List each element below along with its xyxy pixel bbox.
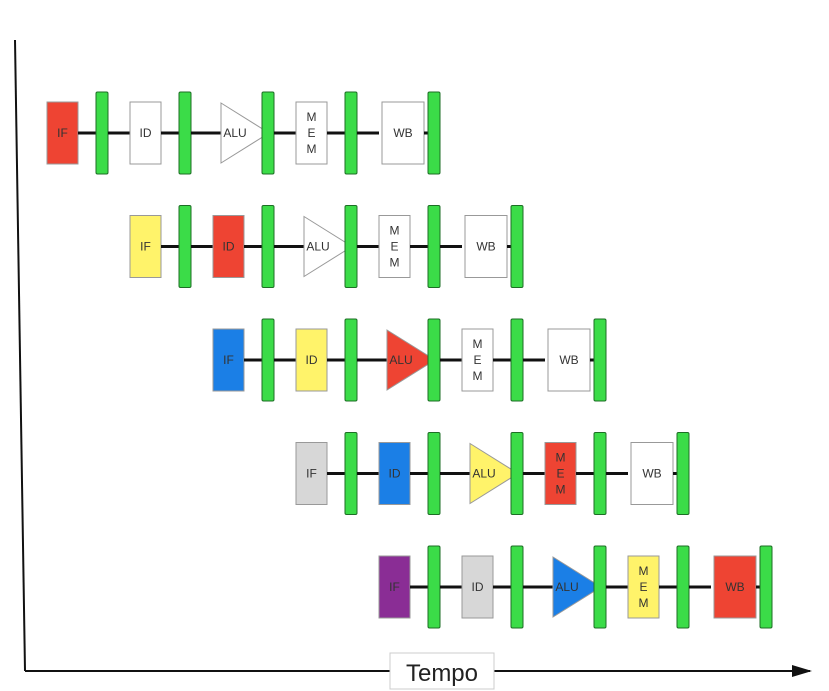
instruction-2-id-label: ID bbox=[223, 240, 235, 254]
instruction-4-pipeline-register bbox=[427, 432, 441, 515]
axes: Tempo bbox=[14, 39, 812, 690]
instruction-1-wb-label: WB bbox=[393, 126, 412, 140]
instruction-4-pipeline-register bbox=[593, 432, 607, 515]
instruction-2-mem-box bbox=[378, 215, 411, 278]
instruction-3-pipeline-register bbox=[344, 318, 358, 402]
instruction-1-pipeline-register bbox=[178, 91, 192, 175]
instruction-2-pipeline-register bbox=[178, 205, 192, 288]
instruction-4-mem-letter: E bbox=[556, 467, 564, 481]
instruction-2-if-box bbox=[129, 215, 162, 278]
time-axis-label: Tempo bbox=[406, 660, 478, 687]
instruction-5-mem-letter: M bbox=[639, 564, 649, 578]
instruction-1-mem-letter: E bbox=[307, 126, 315, 140]
instruction-4-pipeline-register bbox=[510, 432, 524, 515]
instruction-3-id-box bbox=[295, 328, 328, 392]
instruction-4-mem-letter: M bbox=[556, 483, 566, 497]
instruction-2-mem-letter: M bbox=[390, 224, 400, 238]
instruction-4-alu-triangle bbox=[469, 442, 519, 505]
instruction-2-mem-letter: M bbox=[390, 256, 400, 270]
instruction-1-wb-box bbox=[381, 101, 425, 165]
instruction-2-if-label: IF bbox=[140, 240, 151, 254]
instruction-1-pipeline-register bbox=[261, 91, 275, 175]
instruction-2-pipeline-register bbox=[344, 205, 358, 288]
instruction-1-mem-letter: M bbox=[307, 110, 317, 124]
instruction-5-mem-letter: M bbox=[639, 596, 649, 610]
instruction-5-mem-box bbox=[627, 555, 660, 619]
instruction-3-alu-triangle bbox=[386, 329, 436, 391]
instruction-4-id-box bbox=[378, 442, 411, 505]
instruction-1-alu-triangle bbox=[220, 102, 270, 164]
instruction-4-alu-label: ALU bbox=[472, 467, 495, 481]
instruction-1-pipeline-register bbox=[344, 91, 358, 175]
instruction-5-pipeline-register bbox=[759, 545, 773, 629]
instruction-5-if-label: IF bbox=[389, 580, 400, 594]
instruction-5-pipeline-register bbox=[427, 545, 441, 629]
time-axis-label-box bbox=[389, 652, 495, 690]
instruction-5-pipeline-register bbox=[510, 545, 524, 629]
instruction-3-pipeline-register bbox=[427, 318, 441, 402]
instruction-5-if-box bbox=[378, 555, 411, 619]
instruction-5-alu-label: ALU bbox=[555, 580, 578, 594]
instruction-3: IF ID ALU M E M WB bbox=[212, 318, 607, 402]
instruction-2-alu-triangle bbox=[303, 215, 353, 278]
instruction-3-pipeline-register bbox=[261, 318, 275, 402]
instruction-2-mem-letter: E bbox=[390, 240, 398, 254]
instruction-1-mem-letter: M bbox=[307, 142, 317, 156]
instruction-5-pipeline-register bbox=[676, 545, 690, 629]
instruction-4-if-box bbox=[295, 442, 328, 505]
instruction-1-alu-label: ALU bbox=[223, 126, 246, 140]
instruction-3-mem-box bbox=[461, 328, 494, 392]
instruction-4-mem-box bbox=[544, 442, 577, 505]
instruction-4-wb-label: WB bbox=[642, 467, 661, 481]
instruction-5-wb-label: WB bbox=[725, 580, 744, 594]
instruction-4-if-label: IF bbox=[306, 467, 317, 481]
instruction-4-pipeline-register bbox=[344, 432, 358, 515]
instruction-1-pipeline-register bbox=[95, 91, 109, 175]
instruction-2-pipeline-register bbox=[427, 205, 441, 288]
instruction-3-wb-box bbox=[547, 328, 591, 392]
instruction-1-mem-box bbox=[295, 101, 328, 165]
instruction-3-mem-letter: E bbox=[473, 353, 481, 367]
instruction-1-id-label: ID bbox=[140, 126, 152, 140]
instruction-3-pipeline-register bbox=[593, 318, 607, 402]
vertical-axis-line bbox=[14, 39, 26, 672]
instruction-5-pipeline-register bbox=[593, 545, 607, 629]
instruction-2-wb-label: WB bbox=[476, 240, 495, 254]
instruction-1-id-box bbox=[129, 101, 162, 165]
instruction-4: IF ID ALU M E M WB bbox=[295, 432, 690, 515]
instruction-2-pipeline-register bbox=[261, 205, 275, 288]
instruction-3-alu-label: ALU bbox=[389, 353, 412, 367]
instruction-3-mem-letter: M bbox=[473, 337, 483, 351]
instruction-2-pipeline-register bbox=[510, 205, 524, 288]
instruction-4-mem-letter: M bbox=[556, 451, 566, 465]
instruction-1-pipeline-register bbox=[427, 91, 441, 175]
instruction-2-alu-label: ALU bbox=[306, 240, 329, 254]
instruction-3-id-label: ID bbox=[306, 353, 318, 367]
instruction-5-wb-box bbox=[713, 555, 757, 619]
instruction-4-pipeline-register bbox=[676, 432, 690, 515]
instruction-3-if-box bbox=[212, 328, 245, 392]
instruction-3-mem-letter: M bbox=[473, 369, 483, 383]
instruction-5-id-label: ID bbox=[472, 580, 484, 594]
instruction-3-wb-label: WB bbox=[559, 353, 578, 367]
instruction-1-if-box bbox=[46, 101, 79, 165]
instruction-5-mem-letter: E bbox=[639, 580, 647, 594]
instruction-1-if-label: IF bbox=[57, 126, 68, 140]
instruction-5-alu-triangle bbox=[552, 556, 602, 618]
instruction-3-pipeline-register bbox=[510, 318, 524, 402]
instruction-2: IF ID ALU M E M WB bbox=[129, 205, 524, 288]
instruction-4-id-label: ID bbox=[389, 467, 401, 481]
instruction-5: IF ID ALU M E M WB bbox=[378, 545, 773, 629]
instruction-1: IF ID ALU M E M WB bbox=[46, 91, 441, 175]
instruction-4-wb-box bbox=[630, 442, 674, 505]
instruction-3-if-label: IF bbox=[223, 353, 234, 367]
